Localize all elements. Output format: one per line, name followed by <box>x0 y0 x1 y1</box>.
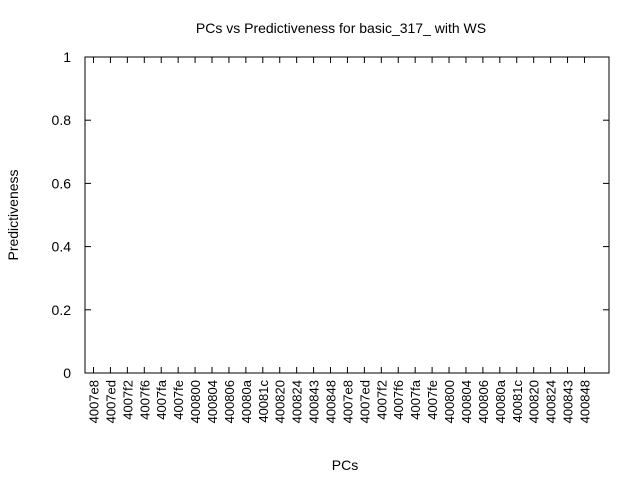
x-tick-label: 40081c <box>510 380 525 423</box>
x-tick-label: 400848 <box>577 380 592 423</box>
x-tick-label: 4007fe <box>171 380 186 420</box>
y-tick-label: 0.8 <box>52 112 72 128</box>
x-tick-label: 400820 <box>527 380 542 423</box>
y-tick-label: 0.2 <box>52 302 72 318</box>
x-tick-label: 400843 <box>307 380 322 423</box>
x-tick-label: 400824 <box>544 380 559 423</box>
x-tick-label: 400806 <box>476 380 491 423</box>
y-tick-label: 0.4 <box>52 239 72 255</box>
x-tick-label: 400820 <box>273 380 288 423</box>
x-tick-label: 400824 <box>290 380 305 423</box>
x-tick-label: 40080a <box>493 379 508 423</box>
x-axis: 4007e8 4007ed 4007f2 4007f6 4007fa 4007fe 4008… <box>87 57 592 423</box>
x-tick-label: 40080a <box>239 379 254 423</box>
x-tick-label: 4007f2 <box>120 380 135 420</box>
x-tick-label: 400806 <box>222 380 237 423</box>
x-tick-label: 4007f6 <box>137 380 152 420</box>
y-axis: 0 0.2 0.4 0.6 0.8 1 <box>52 49 609 381</box>
x-tick-label: 4007fa <box>154 379 169 420</box>
y-axis-label: Predictiveness <box>5 169 21 260</box>
x-tick-label: 4007ed <box>103 380 118 423</box>
x-tick-label: 400843 <box>561 380 576 423</box>
x-tick-label: 4007f2 <box>374 380 389 420</box>
x-tick-label: 400804 <box>205 380 220 423</box>
chart-title: PCs vs Predictiveness for basic_317_ wit… <box>196 20 486 36</box>
y-tick-label: 0 <box>63 365 71 381</box>
x-tick-label: 4007e8 <box>340 380 355 423</box>
x-tick-label: 400800 <box>442 380 457 423</box>
x-axis-label: PCs <box>332 457 358 473</box>
x-tick-label: 4007ed <box>357 380 372 423</box>
x-tick-label: 4007fa <box>408 379 423 420</box>
x-tick-label: 400800 <box>188 380 203 423</box>
y-tick-label: 1 <box>63 49 71 65</box>
x-tick-label: 40081c <box>256 380 271 423</box>
y-tick-label: 0.6 <box>52 175 72 191</box>
x-tick-label: 4007f6 <box>391 380 406 420</box>
x-tick-label: 400848 <box>324 380 339 423</box>
plot-area <box>84 56 610 374</box>
x-tick-label: 400804 <box>459 380 474 423</box>
x-tick-label: 4007fe <box>425 380 440 420</box>
x-tick-label: 4007e8 <box>87 380 102 423</box>
